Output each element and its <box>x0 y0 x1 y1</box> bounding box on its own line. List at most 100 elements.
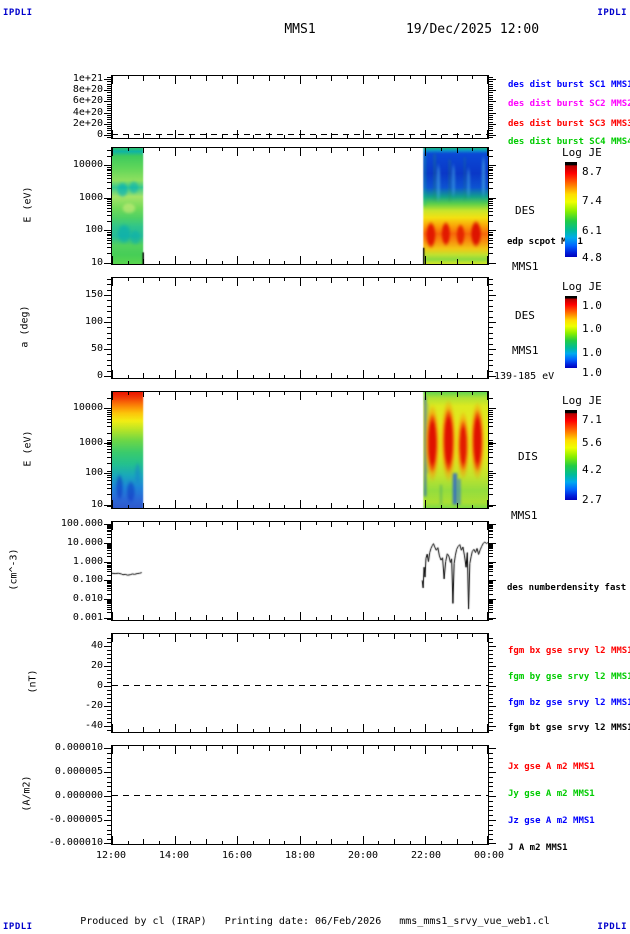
y-minor-tick <box>107 338 111 339</box>
y-minor-tick <box>489 203 493 204</box>
y-minor-tick <box>489 730 493 731</box>
x-tick <box>425 634 426 642</box>
y-minor-tick <box>489 426 493 427</box>
x-tick <box>143 76 144 81</box>
x-tick <box>363 634 364 642</box>
legend-label: fgm bt gse srvy l2 MMS1 <box>508 723 630 734</box>
y-major-tick <box>489 666 496 667</box>
x-tick <box>300 634 301 642</box>
y-minor-tick <box>489 545 493 546</box>
y-minor-tick <box>107 253 111 254</box>
y-minor-tick <box>107 81 111 82</box>
x-tick <box>222 76 223 79</box>
x-tick <box>269 148 270 153</box>
x-tick <box>128 148 129 151</box>
x-tick <box>300 148 301 156</box>
y-minor-tick <box>489 786 493 787</box>
x-tick <box>222 148 223 151</box>
y-minor-tick <box>107 600 111 601</box>
x-tick <box>363 76 364 84</box>
x-tick <box>331 522 332 527</box>
y-major-tick <box>104 230 111 231</box>
y-minor-tick <box>489 531 493 532</box>
x-tick <box>284 729 285 732</box>
x-tick <box>112 634 113 642</box>
x-tick-label: 18:00 <box>284 850 316 861</box>
x-tick <box>128 278 129 281</box>
y-minor-tick <box>489 546 493 547</box>
y-minor-tick <box>489 619 493 620</box>
y-minor-tick <box>489 544 493 545</box>
y-minor-tick <box>489 471 493 472</box>
y-minor-tick <box>489 130 493 131</box>
x-tick <box>284 392 285 395</box>
y-major-tick <box>104 322 111 323</box>
x-tick <box>269 503 270 508</box>
y-minor-tick <box>107 767 111 768</box>
y-minor-tick <box>107 137 111 138</box>
y-major-tick <box>104 295 111 296</box>
line-plot-canvas <box>112 522 488 620</box>
colorbar-tick-label: 1.0 <box>582 365 602 379</box>
y-minor-tick <box>489 609 493 610</box>
y-minor-tick <box>489 488 493 489</box>
x-tick <box>316 261 317 264</box>
x-tick <box>378 135 379 138</box>
x-tick <box>300 370 301 378</box>
x-tick <box>237 522 238 530</box>
y-major-tick <box>104 543 111 544</box>
right-label: des numberdensity fast M <box>507 582 630 593</box>
x-tick <box>300 724 301 732</box>
x-tick <box>441 746 442 749</box>
x-tick <box>347 634 348 637</box>
y-minor-tick <box>107 203 111 204</box>
x-tick <box>143 839 144 844</box>
y-minor-tick <box>489 279 493 280</box>
y-minor-tick <box>107 594 111 595</box>
y-minor-tick <box>489 188 493 189</box>
x-tick <box>284 148 285 151</box>
y-minor-tick <box>489 119 493 120</box>
x-tick <box>237 836 238 844</box>
x-tick <box>112 612 113 620</box>
x-tick <box>253 729 254 732</box>
x-tick <box>206 503 207 508</box>
y-minor-tick <box>107 777 111 778</box>
x-tick-label: 00:00 <box>473 850 505 861</box>
y-major-tick <box>104 843 111 844</box>
y-minor-tick <box>107 97 111 98</box>
y-minor-tick <box>107 566 111 567</box>
y-minor-tick <box>107 722 111 723</box>
x-tick <box>331 278 332 283</box>
y-minor-tick <box>107 581 111 582</box>
y-minor-tick <box>107 690 111 691</box>
y-minor-tick <box>489 815 493 816</box>
right-label: 139-185 eV <box>494 371 555 382</box>
y-minor-tick <box>107 211 111 212</box>
x-tick <box>300 836 301 844</box>
x-tick <box>378 634 379 637</box>
y-major-tick <box>489 124 496 125</box>
y-minor-tick <box>107 86 111 87</box>
y-minor-tick <box>107 410 111 411</box>
x-tick <box>410 841 411 844</box>
x-tick <box>394 392 395 397</box>
x-tick <box>175 746 176 754</box>
y-minor-tick <box>489 457 493 458</box>
x-tick <box>284 841 285 844</box>
y-minor-tick <box>489 84 493 85</box>
x-tick <box>347 278 348 281</box>
x-tick <box>425 724 426 732</box>
x-tick <box>143 278 144 283</box>
y-minor-tick <box>107 243 111 244</box>
x-tick <box>363 392 364 400</box>
x-tick <box>112 370 113 378</box>
y-major-tick <box>489 646 496 647</box>
y-minor-tick <box>489 654 493 655</box>
zero-line <box>112 685 488 687</box>
x-tick <box>143 727 144 732</box>
y-major-tick <box>489 263 496 264</box>
x-tick <box>363 256 364 264</box>
y-minor-tick <box>107 426 111 427</box>
x-tick <box>472 261 473 264</box>
